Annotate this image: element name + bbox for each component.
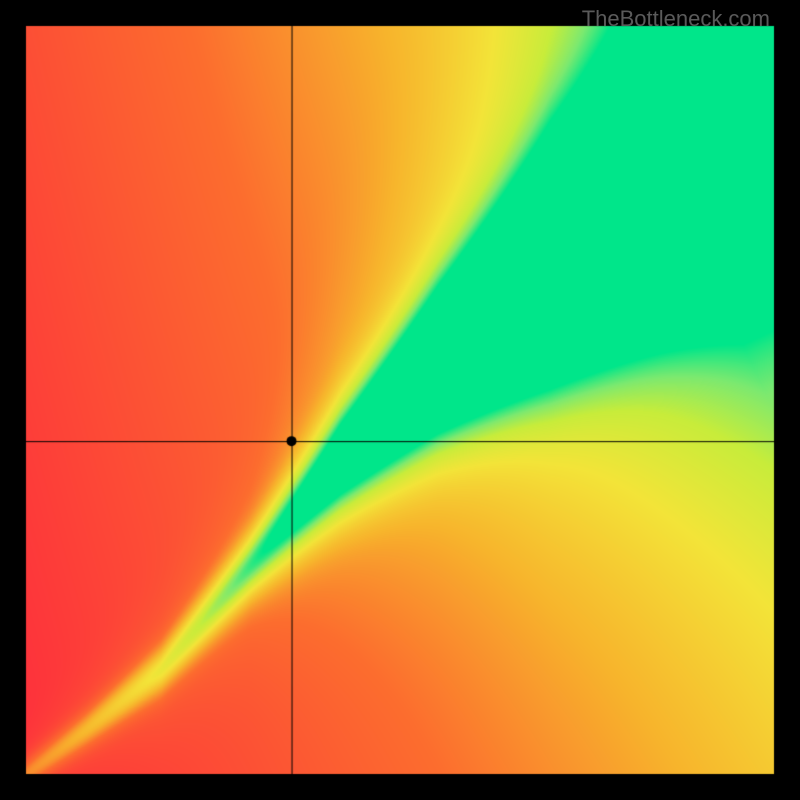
chart-container: TheBottleneck.com: [0, 0, 800, 800]
watermark-text: TheBottleneck.com: [582, 6, 770, 32]
heatmap-canvas: [0, 0, 800, 800]
